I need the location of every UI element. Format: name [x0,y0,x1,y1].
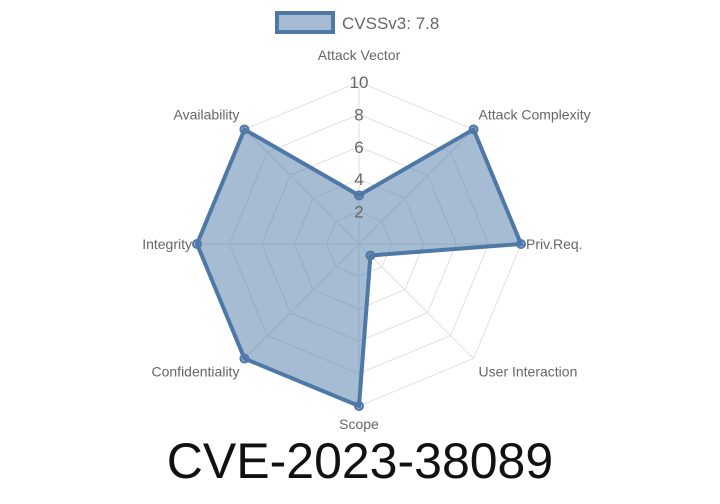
legend-swatch [275,11,335,34]
axis-label: Priv.Req. [526,236,583,252]
axis-label: User Interaction [479,364,578,380]
tick-label: 8 [354,105,363,124]
data-point [239,353,250,364]
axis-label: Availability [174,106,240,122]
axis-label: Scope [339,416,379,432]
grid-spoke [358,243,474,359]
axis-label: Attack Vector [318,47,401,63]
tick-label: 10 [350,73,369,92]
tick-label: 4 [354,170,363,189]
data-point [365,250,376,261]
tick-label: 6 [354,138,363,157]
chart-title: CVE-2023-38089 [166,433,554,489]
data-point [239,124,250,135]
tick-label: 2 [354,203,363,222]
data-point [354,401,364,411]
data-point [354,190,364,201]
axis-label: Confidentiality [152,364,240,380]
data-point [192,239,202,249]
data-point [516,239,526,249]
axis-label: Integrity [142,236,192,252]
legend-label: CVSSv3: 7.8 [342,14,439,33]
data-point [468,124,479,135]
axis-label: Attack Complexity [479,106,591,122]
